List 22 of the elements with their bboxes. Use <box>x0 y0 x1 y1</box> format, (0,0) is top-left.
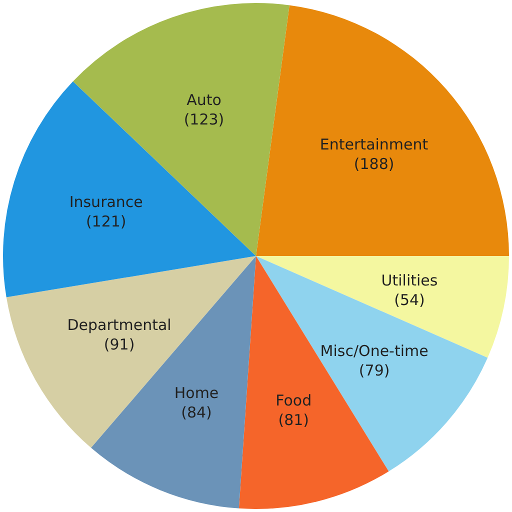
slice-label: Misc/One-time <box>320 342 428 360</box>
data-label: (81) <box>278 410 310 429</box>
pie-slice <box>256 256 509 358</box>
slice-label: Auto <box>186 91 222 110</box>
data-label: (91) <box>104 335 135 354</box>
data-label: (79) <box>358 361 390 380</box>
data-label: (188) <box>354 155 394 174</box>
slice-label: Departmental <box>67 316 172 334</box>
data-label: (121) <box>86 212 126 230</box>
data-label: (54) <box>394 290 425 309</box>
pie-slice <box>6 256 256 448</box>
pie-slice <box>72 3 290 256</box>
slice-label: Utilities <box>381 271 438 290</box>
pie-slice <box>256 256 488 472</box>
pie-slice <box>3 81 256 298</box>
pie-slice <box>256 5 509 256</box>
data-label: (123) <box>184 110 224 129</box>
slice-label: Entertainment <box>320 136 428 154</box>
slice-label: Home <box>174 384 219 402</box>
slice-label: Insurance <box>69 192 143 211</box>
slice-label: Food <box>276 391 312 410</box>
data-label: (84) <box>181 404 212 422</box>
